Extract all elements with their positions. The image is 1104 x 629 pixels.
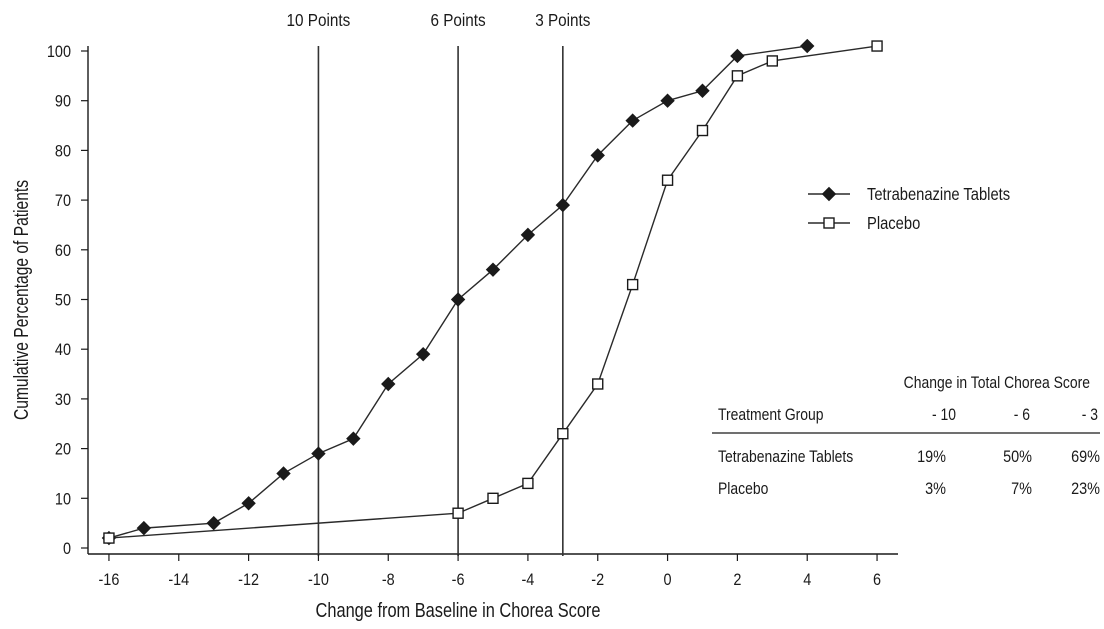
- table-cell: 23%: [1071, 480, 1100, 498]
- table-cell: 19%: [917, 448, 946, 466]
- y-axis-label: Cumulative Percentage of Patients: [10, 180, 32, 420]
- x-tick-label: -8: [382, 571, 395, 589]
- data-point-placebo: [766, 55, 779, 67]
- data-point-tetrabenazine: [590, 148, 605, 163]
- data-point-placebo: [452, 507, 464, 519]
- data-point-tetrabenazine: [660, 93, 675, 108]
- data-point-tetrabenazine: [450, 292, 466, 307]
- data-point-tetrabenazine: [520, 227, 536, 243]
- y-tick-label: 0: [63, 540, 71, 558]
- legend-marker-square: [823, 217, 835, 229]
- reference-lines: 10 Points 6 Points 3 Points: [287, 10, 590, 556]
- table-row-header: Treatment Group: [718, 406, 824, 425]
- data-point-tetrabenazine: [276, 466, 291, 481]
- table-title: Change in Total Chorea Score: [904, 374, 1090, 393]
- y-tick-label: 90: [55, 93, 71, 111]
- data-point-tetrabenazine: [800, 38, 815, 54]
- x-axis-label: Change from Baseline in Chorea Score: [316, 598, 601, 621]
- legend-label: Tetrabenazine Tablets: [867, 185, 1010, 205]
- x-tick-label: 2: [733, 571, 741, 589]
- table-row-label: Tetrabenazine Tablets: [718, 448, 853, 467]
- reference-line-label: 10 Points: [287, 10, 351, 30]
- data-point-placebo: [626, 278, 639, 291]
- data-point-tetrabenazine: [241, 496, 256, 511]
- data-point-placebo: [487, 492, 499, 504]
- data-point-placebo: [661, 174, 674, 186]
- table-cell: 3%: [925, 480, 946, 498]
- x-tick-label: -16: [99, 571, 120, 589]
- series-group: [101, 38, 883, 546]
- table-column-header: - 6: [1014, 406, 1030, 425]
- y-tick-label: 20: [55, 441, 71, 459]
- summary-table: Change in Total Chorea Score Treatment G…: [712, 374, 1100, 499]
- x-tick-label: -12: [238, 571, 259, 589]
- x-tick-label: -14: [168, 571, 189, 589]
- series-line: [108, 45, 878, 539]
- data-point-tetrabenazine: [695, 83, 710, 98]
- reference-line-label: 3 Points: [535, 10, 590, 30]
- data-point-tetrabenazine: [730, 48, 745, 64]
- y-tick-label: 60: [55, 242, 71, 260]
- data-point-placebo: [871, 40, 883, 52]
- data-point-tetrabenazine: [415, 346, 431, 362]
- data-point-tetrabenazine: [485, 262, 501, 277]
- data-point-placebo: [592, 378, 604, 390]
- axes: [87, 46, 898, 555]
- table-cell: 7%: [1011, 480, 1032, 498]
- data-point-placebo: [557, 427, 569, 440]
- legend: Tetrabenazine Tablets Placebo: [808, 185, 1010, 234]
- data-point-tetrabenazine: [381, 376, 396, 392]
- y-tick-label: 40: [55, 341, 71, 359]
- table-column-header: - 10: [932, 406, 956, 425]
- y-tick-label: 10: [55, 490, 71, 508]
- legend-marker-diamond: [821, 186, 837, 202]
- data-point-tetrabenazine: [625, 113, 640, 128]
- table-row-label: Placebo: [718, 480, 768, 499]
- x-tick-label: -6: [452, 571, 465, 589]
- x-tick-label: 4: [803, 571, 811, 589]
- x-tick-label: 6: [873, 571, 881, 589]
- x-tick-label: -4: [521, 571, 534, 589]
- y-tick-label: 50: [55, 291, 71, 309]
- data-point-placebo: [103, 532, 115, 544]
- table-cell: 50%: [1003, 448, 1032, 466]
- table-column-header: - 3: [1082, 406, 1098, 425]
- data-point-tetrabenazine: [346, 431, 361, 446]
- y-tick-label: 70: [55, 192, 71, 210]
- legend-label: Placebo: [867, 214, 920, 234]
- data-point-tetrabenazine: [555, 197, 571, 213]
- data-point-placebo: [696, 124, 709, 137]
- table-cell: 69%: [1071, 448, 1100, 466]
- y-tick-label: 30: [55, 391, 71, 409]
- y-tick-label: 100: [47, 43, 71, 61]
- x-tick-label: -2: [591, 571, 604, 589]
- data-point-placebo: [522, 477, 534, 490]
- data-point-placebo: [731, 70, 744, 82]
- x-tick-label: -10: [308, 571, 329, 589]
- reference-line-label: 6 Points: [430, 10, 485, 30]
- data-point-tetrabenazine: [206, 515, 221, 531]
- x-tick-label: 0: [664, 571, 672, 589]
- data-point-tetrabenazine: [311, 446, 326, 461]
- y-tick-label: 80: [55, 142, 71, 160]
- data-point-tetrabenazine: [136, 520, 152, 536]
